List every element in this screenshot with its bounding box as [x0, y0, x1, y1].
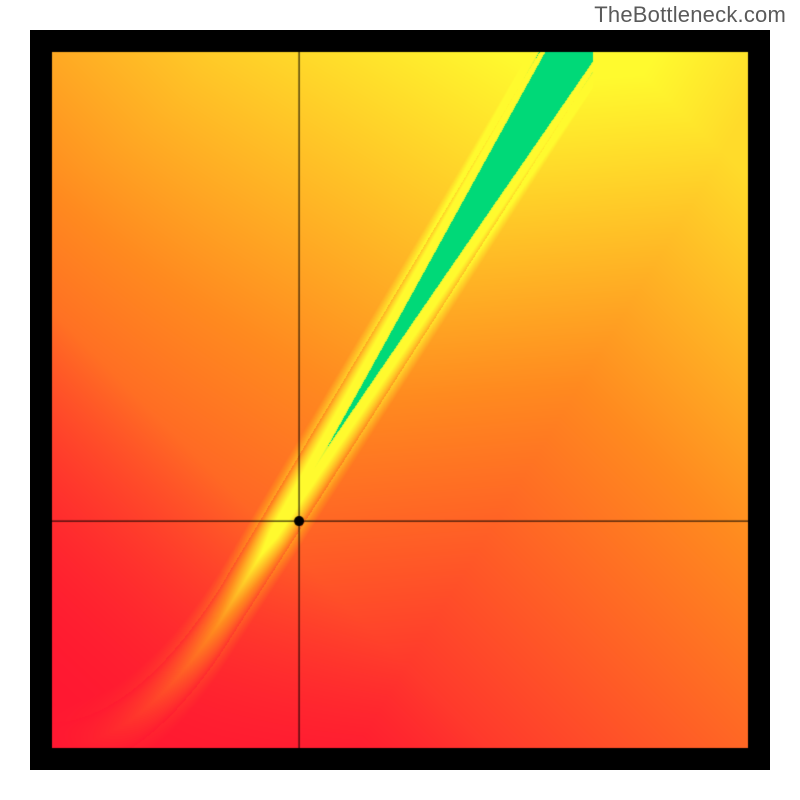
watermark-text: TheBottleneck.com — [594, 2, 786, 28]
chart-container: TheBottleneck.com — [0, 0, 800, 800]
heatmap-plot — [30, 30, 770, 770]
heatmap-canvas — [30, 30, 770, 770]
